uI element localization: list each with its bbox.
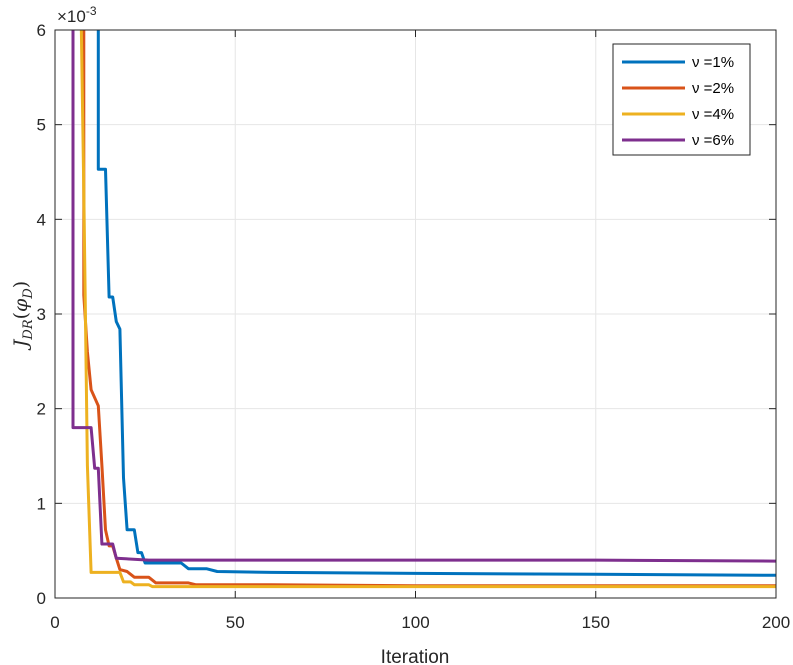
x-tick-label: 150 [582, 613, 610, 632]
axis-ticks: 0 50 100 150 200 0 1 2 3 4 5 6 [37, 21, 791, 632]
x-tick-label: 50 [226, 613, 245, 632]
y-axis-label: JDR(φD) [10, 281, 36, 351]
series-line-3 [79, 30, 776, 589]
y-tick-label: 4 [37, 210, 46, 229]
y-exponent-label: ×10-3 [57, 4, 97, 26]
x-axis-label: Iteration [381, 647, 450, 665]
series-line-1 [96, 30, 776, 577]
x-tick-label: 0 [50, 613, 59, 632]
series-lines [71, 30, 776, 589]
legend-label-2: ν =2% [692, 80, 734, 97]
series-line-4 [71, 30, 776, 563]
y-tick-label: 0 [37, 589, 46, 608]
series-line-2 [82, 30, 776, 588]
y-tick-label: 6 [37, 21, 46, 40]
y-tick-label: 3 [37, 305, 46, 324]
legend-label-4: ν =6% [692, 132, 734, 149]
y-tick-label: 1 [37, 494, 46, 513]
legend-label-3: ν =4% [692, 106, 734, 123]
legend-label-1: ν =1% [692, 54, 734, 71]
y-tick-label: 5 [37, 116, 46, 135]
x-tick-label: 100 [401, 613, 429, 632]
x-tick-label: 200 [762, 613, 790, 632]
y-tick-label: 2 [37, 400, 46, 419]
legend: ν =1% ν =2% ν =4% ν =6% [612, 43, 751, 156]
